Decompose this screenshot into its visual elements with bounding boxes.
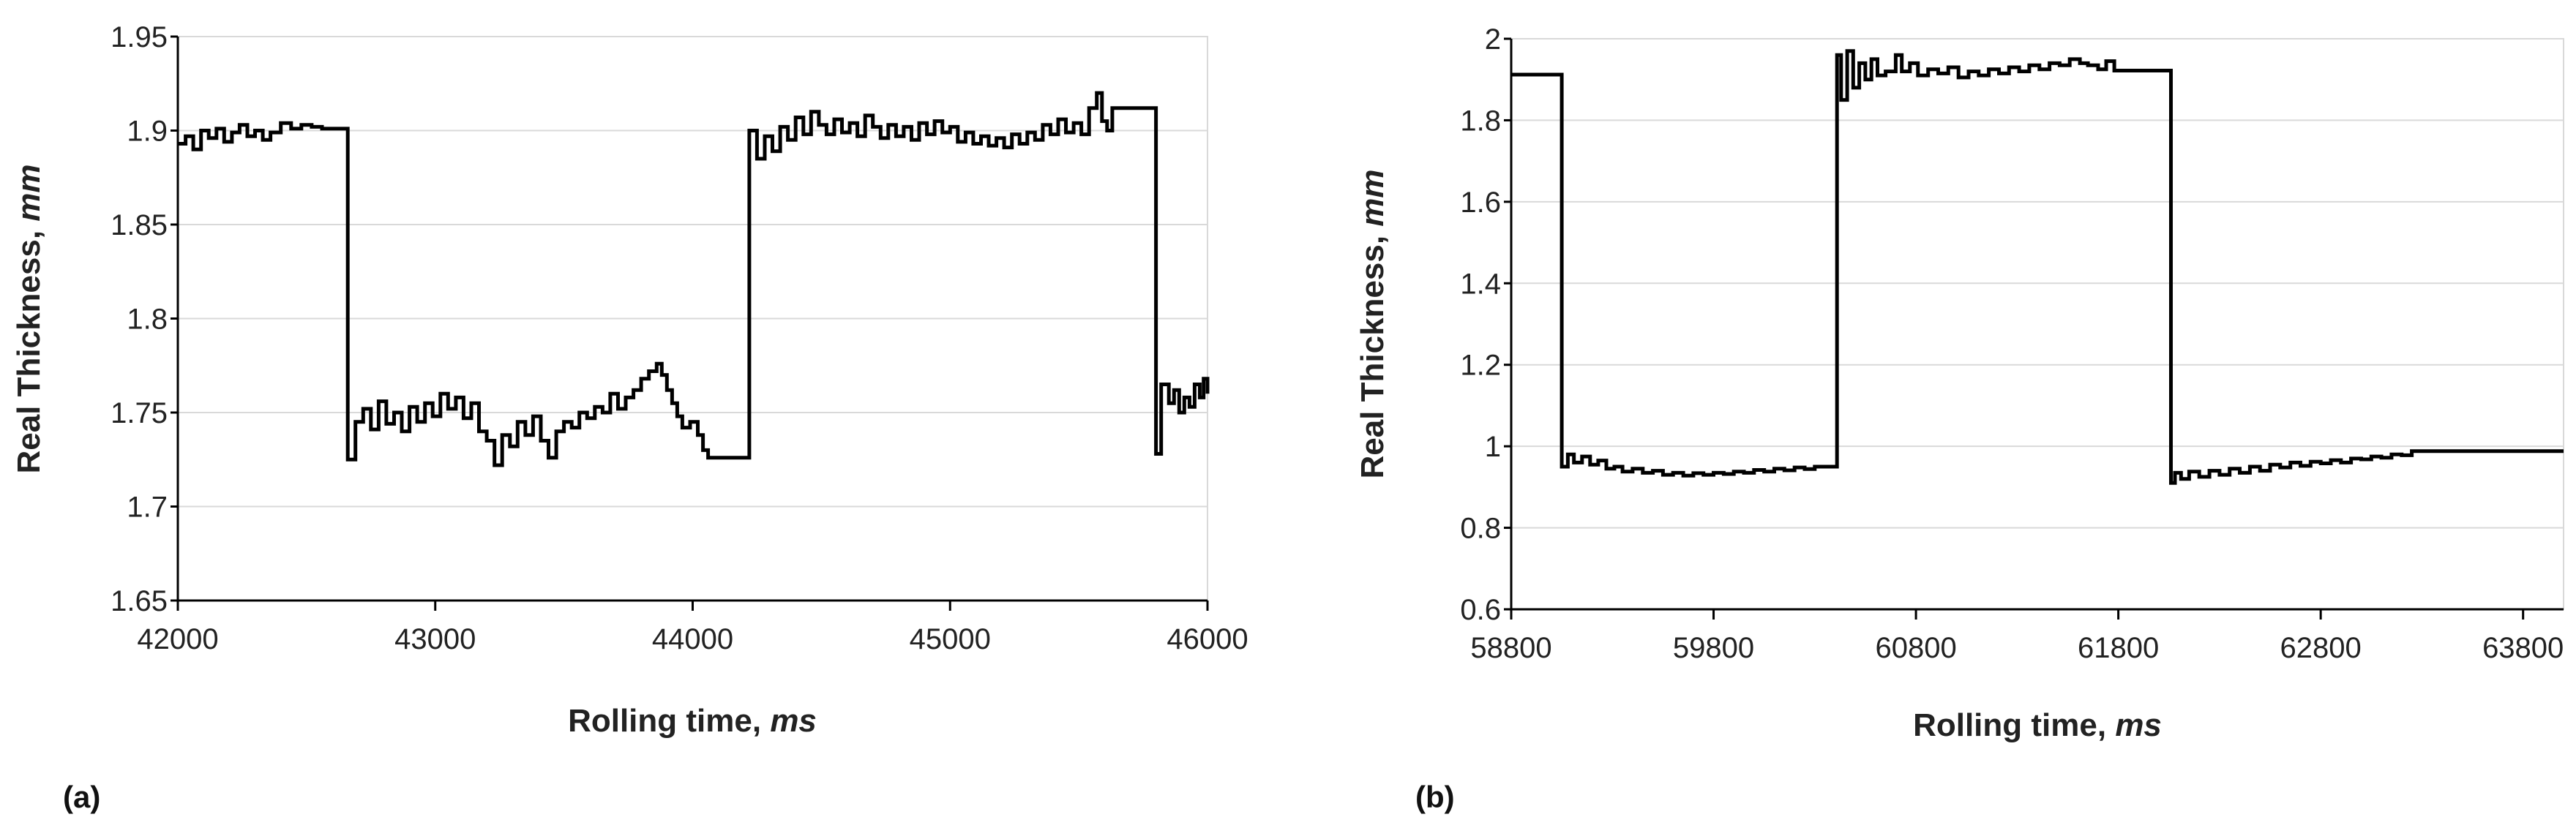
x-tick-label: 42000	[137, 623, 218, 655]
y-tick-label: 1.4	[1460, 268, 1501, 300]
y-tick-label: 1.85	[111, 209, 168, 241]
y-tick-labels-a: 1.65 1.7 1.75 1.8 1.85 1.9 1.95	[111, 21, 168, 617]
x-axis-title-b: Rolling time, ms	[1913, 707, 2162, 743]
x-tick-label: 63800	[2482, 632, 2564, 664]
x-tick-labels-a: 42000 43000 44000 45000 46000	[137, 623, 1248, 655]
axis-ticks-b	[1504, 37, 2564, 620]
y-tick-label: 1.6	[1460, 187, 1501, 219]
y-axis-title-a: Real Thickness, mm	[11, 164, 47, 473]
y-tick-label: 1.8	[127, 304, 168, 336]
x-tick-label: 58800	[1470, 632, 1551, 664]
gridlines-a	[178, 36, 1208, 508]
series-group-a	[178, 91, 1210, 467]
x-tick-labels-b: 58800 59800 60800 61800 62800 63800	[1470, 632, 2564, 664]
x-tick-label: 62800	[2280, 632, 2362, 664]
series-line	[178, 91, 1210, 467]
y-tick-label: 1.9	[127, 116, 168, 148]
y-tick-label: 1.75	[111, 397, 168, 429]
x-axis-title-a: Rolling time, ms	[568, 703, 817, 739]
panel-label-b: (b)	[1415, 780, 1455, 814]
y-axis-title-b: Real Thickness, mm	[1355, 169, 1390, 478]
y-tick-label: 1.7	[127, 492, 168, 524]
x-tick-label: 61800	[2078, 632, 2159, 664]
y-tick-label: 1.2	[1460, 350, 1501, 382]
x-tick-label: 59800	[1673, 632, 1754, 664]
panel-label-a: (a)	[63, 780, 100, 814]
y-tick-label: 1.95	[111, 21, 168, 53]
y-tick-label: 1	[1485, 431, 1501, 463]
series-group-b	[1511, 49, 2564, 485]
y-tick-label: 1.65	[111, 585, 168, 617]
axis-ticks-a	[171, 35, 1209, 611]
y-tick-label: 0.8	[1460, 513, 1501, 545]
gridlines-b	[1511, 38, 2564, 529]
y-tick-labels-b: 0.6 0.8 1 1.2 1.4 1.6 1.8 2	[1460, 23, 1501, 626]
x-tick-label: 46000	[1167, 623, 1248, 655]
chart-panel-a: 1.65 1.7 1.75 1.8 1.85 1.9 1.95 42000 43000 4400…	[11, 21, 1248, 814]
chart-panel-b: 0.6 0.8 1 1.2 1.4 1.6 1.8 2 58800 59800 60800 6180…	[1355, 23, 2564, 814]
series-line	[1511, 49, 2564, 485]
x-tick-label: 45000	[910, 623, 991, 655]
plot-area-b	[1510, 38, 2564, 610]
x-tick-label: 43000	[394, 623, 476, 655]
y-tick-label: 1.8	[1460, 105, 1501, 137]
y-tick-label: 0.6	[1460, 594, 1501, 626]
x-tick-label: 44000	[652, 623, 733, 655]
y-tick-label: 2	[1485, 23, 1501, 56]
x-tick-label: 60800	[1875, 632, 1956, 664]
